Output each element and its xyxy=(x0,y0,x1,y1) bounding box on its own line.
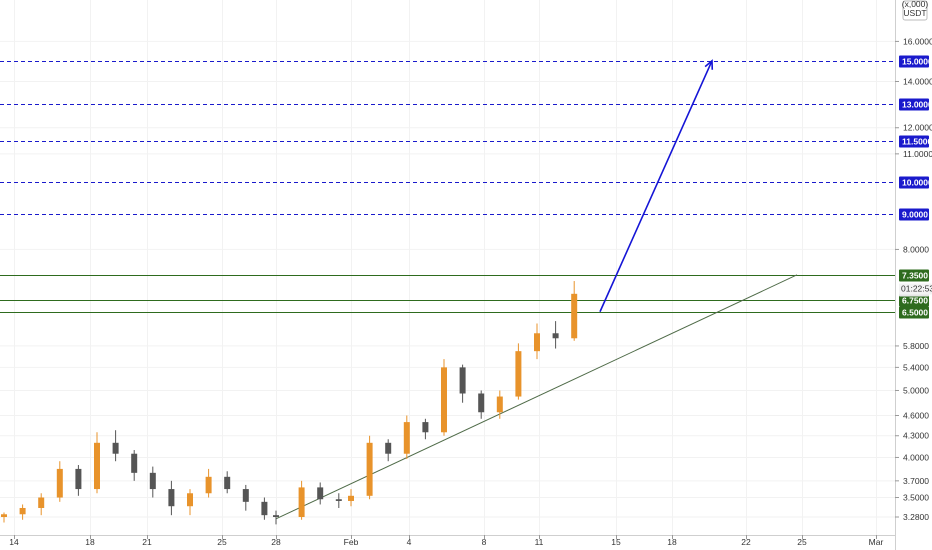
candle-body xyxy=(403,422,410,454)
y-tick-label: 3.7000 xyxy=(903,476,929,486)
candle-body xyxy=(385,442,392,454)
level-price-tag xyxy=(899,98,929,111)
x-tick-label: 28 xyxy=(271,537,281,547)
level-price-tag xyxy=(899,208,929,221)
x-tick-label: 22 xyxy=(741,537,751,547)
countdown-label: 01:22:53 xyxy=(901,284,932,294)
x-tick-label: 18 xyxy=(667,537,677,547)
x-tick-label: Mar xyxy=(869,537,884,547)
x-tick-label: 18 xyxy=(85,537,95,547)
candle-body xyxy=(422,422,429,433)
candle-body xyxy=(534,333,540,352)
candle-body xyxy=(224,476,231,490)
candle-body xyxy=(273,515,279,517)
candle-body xyxy=(168,489,175,507)
candle-body xyxy=(459,367,466,394)
y-tick-label: 5.0000 xyxy=(903,385,929,395)
level-price-label: 10.0000 xyxy=(902,178,932,188)
candle-body xyxy=(131,453,138,473)
y-tick-label: 5.4000 xyxy=(903,362,929,372)
candle-body xyxy=(112,442,119,454)
candle-body xyxy=(19,507,26,515)
candle-body xyxy=(335,499,342,501)
level-price-label: 6.7500 xyxy=(902,296,928,306)
x-tick-label: 25 xyxy=(217,537,227,547)
level-price-label: 15.0000 xyxy=(902,57,932,67)
candle-body xyxy=(441,367,447,433)
candle-body xyxy=(242,489,249,502)
level-price-tag xyxy=(899,135,929,148)
y-tick-label: 5.8000 xyxy=(903,341,929,351)
price-axis[interactable]: 16.0000 14.0000 12.0000 11.0000 8.0000 5.8000… xyxy=(895,36,932,522)
ascending-trendline xyxy=(275,274,798,520)
multiplier-label: (x,000) xyxy=(902,0,929,9)
level-lines xyxy=(0,61,895,313)
y-tick-label: 4.0000 xyxy=(903,452,929,462)
level-price-tag xyxy=(899,306,929,319)
x-tick-label: 25 xyxy=(797,537,807,547)
candle-body xyxy=(205,476,212,494)
candle-body xyxy=(1,514,7,517)
level-price-tag xyxy=(899,269,929,282)
currency-label: USDT xyxy=(903,8,926,18)
y-tick-label: 4.3000 xyxy=(903,431,929,441)
x-tick-label: 21 xyxy=(142,537,152,547)
level-price-tag xyxy=(899,294,929,307)
y-tick-label: 3.5000 xyxy=(903,493,929,503)
x-tick-label: 4 xyxy=(407,537,412,547)
candle-body xyxy=(552,333,559,339)
y-tick-label: 11.0000 xyxy=(903,149,932,159)
currency-box[interactable]: (x,000) USDT xyxy=(902,0,929,21)
x-tick-label: 15 xyxy=(611,537,621,547)
projection-arrow-line xyxy=(599,60,713,313)
level-price-label: 9.0000 xyxy=(902,210,928,220)
candle-body xyxy=(478,393,485,413)
candle-body xyxy=(75,468,82,490)
candle-body xyxy=(348,495,354,501)
candle-body xyxy=(571,293,578,339)
x-tick-label: 8 xyxy=(482,537,487,547)
x-tick-label: 11 xyxy=(535,537,544,547)
level-price-tag xyxy=(899,55,929,68)
trendline-group xyxy=(275,274,798,520)
y-tick-label: 14.0000 xyxy=(903,76,932,86)
projection-arrow-group xyxy=(599,59,714,313)
candle-body xyxy=(149,472,156,490)
level-price-label: 11.5000 xyxy=(902,137,932,147)
candle-body xyxy=(261,501,268,516)
y-tick-label: 12.0000 xyxy=(903,123,932,133)
candle-body xyxy=(496,396,503,413)
candle-body xyxy=(317,487,324,500)
y-tick-label: 16.0000 xyxy=(903,36,932,46)
candle-body xyxy=(56,468,63,498)
candle-body xyxy=(298,487,305,517)
countdown-tag xyxy=(899,283,932,295)
candle-body xyxy=(187,493,193,507)
candle-body xyxy=(366,442,373,496)
grid xyxy=(0,0,895,535)
level-price-label: 7.3500 xyxy=(902,271,928,281)
candle-body xyxy=(38,497,45,508)
x-tick-label: Feb xyxy=(344,537,359,547)
y-tick-label: 4.6000 xyxy=(903,411,929,421)
level-price-label: 6.5000 xyxy=(902,308,928,318)
time-axis[interactable]: 14 18 21 25 28 Feb 4 8 11 15 18 22 25 Mar xyxy=(9,535,883,547)
candle-body xyxy=(515,351,522,397)
level-price-tag xyxy=(899,176,929,189)
projection-arrow-head xyxy=(704,59,714,70)
level-price-label: 13.0000 xyxy=(902,100,932,110)
x-tick-label: 14 xyxy=(9,537,19,547)
candle-body xyxy=(94,442,100,490)
y-tick-label: 8.0000 xyxy=(903,244,929,254)
candles xyxy=(1,281,578,525)
y-tick-label: 3.2800 xyxy=(903,512,929,522)
